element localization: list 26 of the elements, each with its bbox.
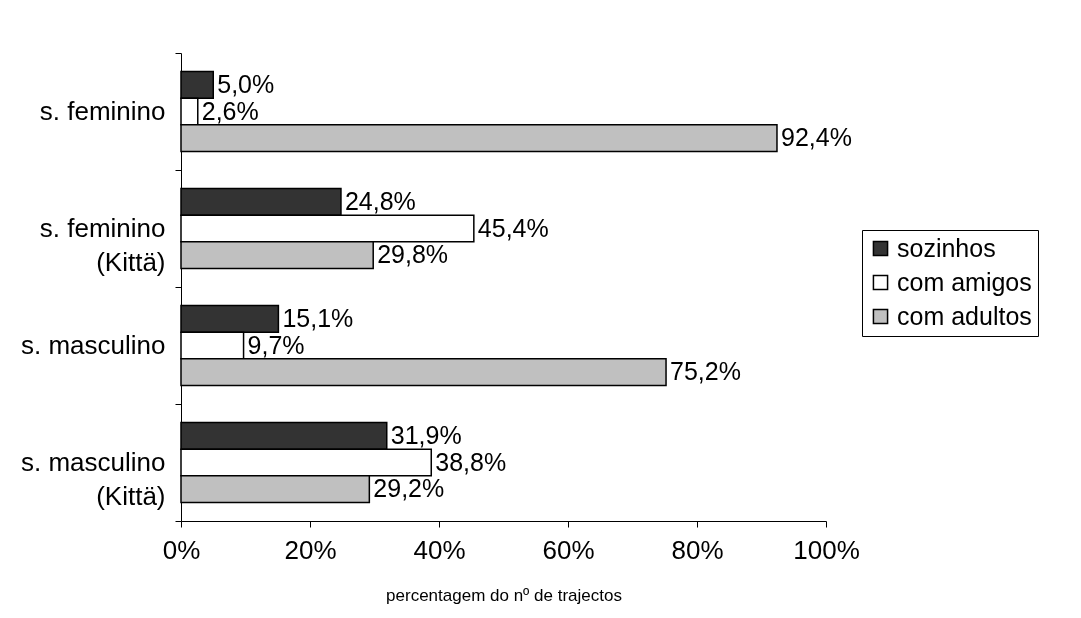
- x-tick-label: 0%: [162, 534, 201, 565]
- x-tick-label: 40%: [413, 534, 466, 565]
- x-axis-title: percentagem do nº de trajectos: [386, 585, 622, 605]
- y-tick-label: s. masculino: [21, 330, 166, 360]
- x-tick-label: 60%: [542, 534, 595, 565]
- data-label: 2,6%: [201, 96, 259, 125]
- x-tick-label: 100%: [793, 534, 860, 565]
- data-label: 5,0%: [217, 69, 275, 98]
- data-label: 15,1%: [282, 303, 354, 332]
- x-tick-label: 20%: [284, 534, 337, 565]
- x-tick-label: 80%: [671, 534, 724, 565]
- y-tick-label: s. feminino (Kittä): [39, 213, 166, 277]
- data-label: 31,9%: [390, 420, 462, 449]
- y-tick-label: s. feminino: [39, 96, 166, 126]
- data-label: 29,8%: [377, 240, 449, 269]
- data-label: 24,8%: [344, 186, 416, 215]
- data-label: 38,8%: [435, 447, 507, 476]
- data-label: 29,2%: [373, 474, 445, 503]
- legend-label: com adultos: [897, 301, 1032, 330]
- data-label: 75,2%: [670, 357, 741, 386]
- data-label: 92,4%: [780, 123, 852, 152]
- data-label: 45,4%: [477, 213, 549, 242]
- legend-label: sozinhos: [897, 233, 996, 262]
- legend-label: com amigos: [897, 267, 1032, 296]
- y-tick-label: s. masculino (Kittä): [21, 447, 166, 511]
- data-label: 9,7%: [247, 330, 305, 359]
